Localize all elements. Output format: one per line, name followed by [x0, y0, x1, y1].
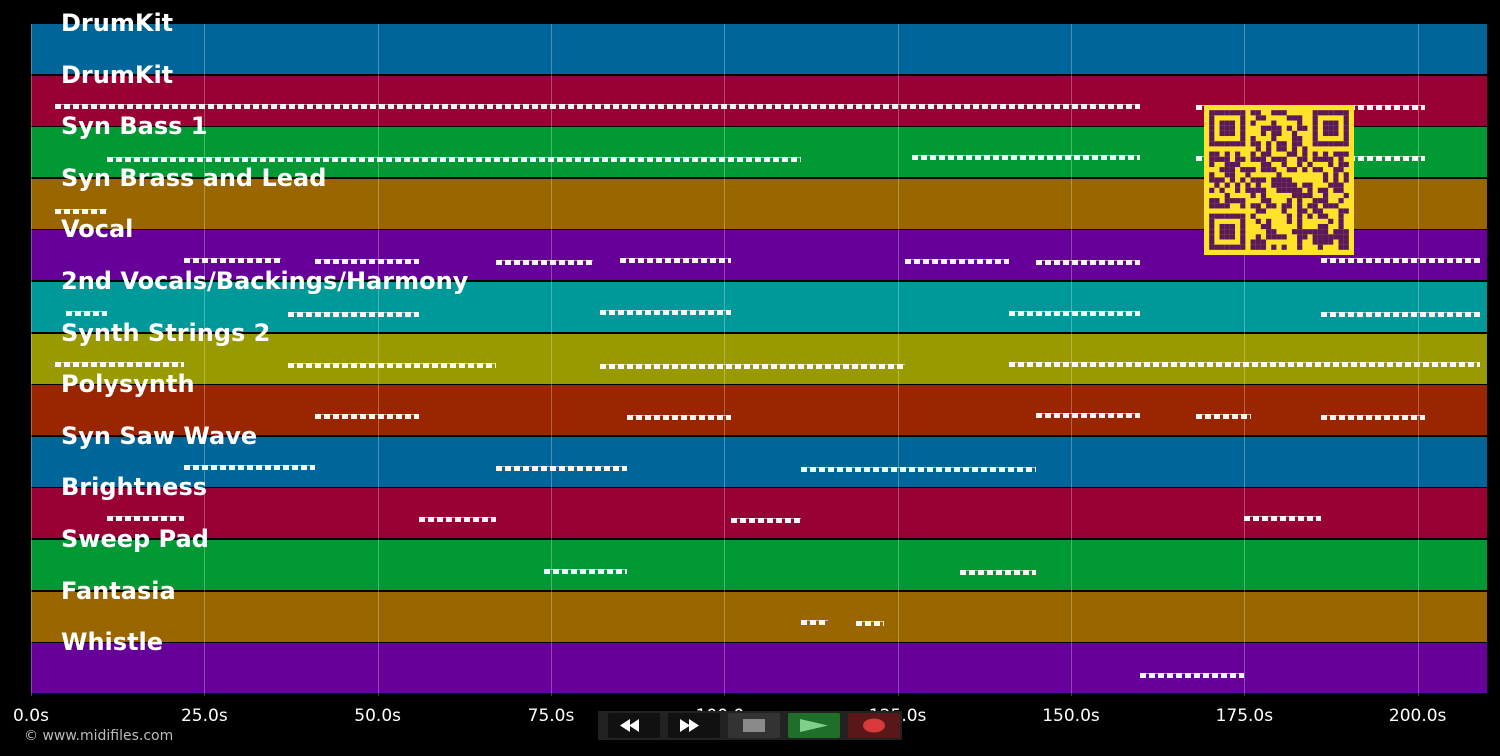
play-button[interactable]	[788, 713, 840, 738]
grid-line	[204, 24, 206, 696]
rewind-button[interactable]	[608, 713, 660, 738]
note-segment	[315, 259, 420, 265]
track-label: 2nd Vocals/Backings/Harmony	[61, 267, 469, 295]
note-segment	[1320, 415, 1425, 421]
note-segment	[800, 619, 829, 625]
fast-forward-button[interactable]	[668, 713, 720, 738]
track-label: Syn Brass and Lead	[61, 163, 327, 192]
track-lane	[31, 282, 1487, 332]
note-segment	[620, 258, 732, 264]
track-label: Syn Saw Wave	[61, 421, 258, 450]
note-segment	[1244, 516, 1321, 522]
track-label: Fantasia	[61, 576, 176, 605]
grid-line	[897, 24, 899, 696]
note-segment	[495, 260, 593, 266]
note-segment	[960, 570, 1037, 575]
time-tick-label: 25.0s	[180, 706, 228, 726]
note-segment	[1320, 258, 1481, 264]
note-segment	[1036, 260, 1141, 266]
track-lane	[31, 24, 1487, 74]
track-label: Syn Bass 1	[61, 112, 208, 141]
track-label: Sweep Pad	[61, 525, 209, 553]
grid-line	[724, 24, 726, 696]
copyright-text: © www.midifiles.com	[24, 728, 174, 744]
track-lane	[31, 488, 1487, 539]
time-tick-label: 0.0s	[13, 706, 49, 726]
track-lane	[31, 643, 1487, 694]
grid-line	[1244, 24, 1246, 696]
note-segment	[856, 620, 884, 626]
note-segment	[599, 363, 905, 369]
time-tick-label: 175.0s	[1215, 706, 1274, 726]
track-label: DrumKit	[61, 60, 174, 89]
time-tick-label: 200.0s	[1388, 706, 1447, 726]
note-segment	[1036, 413, 1141, 419]
stop-button[interactable]	[728, 713, 780, 738]
note-segment	[1008, 311, 1141, 316]
note-segment	[544, 569, 628, 574]
note-segment	[183, 258, 281, 264]
stop-icon	[743, 719, 765, 732]
note-segment	[107, 516, 184, 522]
note-segment	[904, 259, 1009, 265]
track-lane	[31, 333, 1487, 384]
note-segment	[55, 361, 184, 367]
grid-line	[1071, 24, 1072, 696]
note-segment	[495, 465, 628, 471]
grid-line	[377, 24, 379, 696]
note-segment	[1008, 361, 1481, 367]
time-tick-label: 50.0s	[354, 706, 402, 726]
qr-code-icon	[1204, 105, 1354, 255]
track-label: DrumKit	[61, 9, 174, 37]
track-lane	[31, 540, 1487, 590]
record-button[interactable]	[848, 713, 900, 738]
note-segment	[107, 157, 801, 163]
time-tick-label: 150.0s	[1042, 706, 1100, 726]
track-label: Vocal	[61, 215, 134, 244]
track-lane	[31, 591, 1487, 642]
transport-controls	[598, 711, 902, 740]
play-icon	[800, 719, 828, 732]
note-segment	[315, 414, 420, 420]
note-segment	[1140, 673, 1245, 679]
track-lane	[31, 385, 1487, 436]
note-segment	[419, 517, 496, 523]
track-lane	[31, 436, 1487, 487]
grid-line	[551, 24, 552, 696]
note-segment	[1320, 312, 1481, 317]
note-segment	[1195, 414, 1252, 420]
rewind-icon	[620, 719, 639, 732]
note-segment	[800, 466, 1037, 472]
grid-line	[31, 24, 32, 696]
track-label: Brightness	[61, 473, 208, 502]
track-label: Synth Strings 2	[61, 318, 271, 347]
track-label: Polysynth	[61, 370, 195, 399]
time-tick-label: 75.0s	[527, 706, 575, 726]
note-segment	[183, 464, 316, 470]
note-segment	[599, 310, 732, 315]
note-segment	[55, 103, 1141, 109]
fast-forward-icon	[680, 719, 699, 732]
note-segment	[55, 208, 108, 214]
record-icon	[863, 718, 885, 733]
note-segment	[65, 311, 108, 316]
note-segment	[731, 518, 801, 524]
grid-line	[1417, 24, 1419, 696]
track-label: Whistle	[61, 628, 164, 657]
note-segment	[287, 362, 496, 368]
note-segment	[911, 155, 1141, 161]
note-segment	[627, 415, 732, 421]
note-segment	[287, 312, 420, 317]
